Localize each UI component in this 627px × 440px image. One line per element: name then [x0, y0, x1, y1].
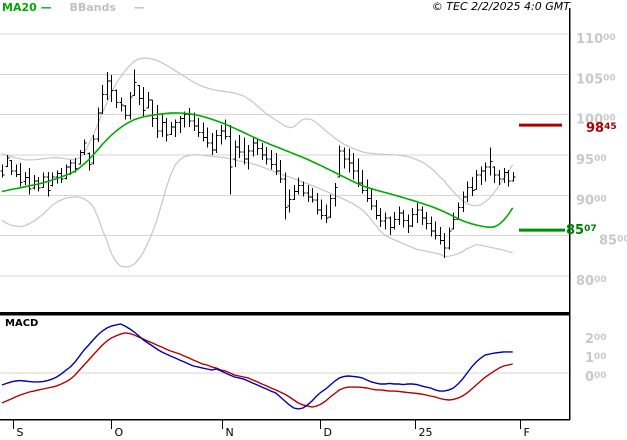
- price-axis-label: 9000: [576, 193, 607, 208]
- resistance-level-sup: 45: [604, 122, 617, 132]
- macd-signal-line: [1, 332, 513, 408]
- panel-separator: [0, 312, 570, 316]
- bbands-legend-label: BBands: [69, 1, 116, 14]
- resistance-level-label: 9845: [586, 119, 617, 137]
- x-axis-tick-label: S: [17, 426, 24, 439]
- macd-axis-label: 000: [585, 370, 607, 385]
- macd-axis-label: 200: [585, 332, 607, 347]
- ma20-legend-label: MA20: [2, 1, 37, 14]
- resistance-level-main: 98: [586, 121, 605, 136]
- bollinger-lower-band: [1, 154, 513, 268]
- x-axis-tick-label: O: [115, 426, 124, 439]
- ma20-legend-swatch: —: [40, 1, 52, 14]
- legend: MA20 — BBands —: [2, 1, 145, 14]
- x-axis-tick-label: 25: [419, 426, 433, 439]
- bollinger-upper-band: [1, 57, 514, 207]
- price-axis-label: 9500: [576, 153, 607, 168]
- price-axis-label: 8000: [576, 274, 607, 289]
- support-level-main: 85: [566, 223, 585, 238]
- bbands-legend-swatch: —: [133, 1, 145, 14]
- price-axis-label: 8500: [599, 234, 627, 249]
- copyright-timestamp: © TEC 2/2/2025 4:0 GMT: [431, 0, 570, 13]
- support-level-label: 8507: [566, 221, 597, 239]
- x-axis-tick-label: F: [524, 426, 530, 439]
- x-axis-tick-label: D: [324, 426, 332, 439]
- macd-panel-title: MACD: [5, 318, 39, 329]
- ma20-line: [1, 112, 514, 229]
- macd-line: [1, 323, 513, 410]
- price-axis-label: 11000: [576, 32, 616, 47]
- price-axis-label: 10500: [576, 72, 616, 87]
- support-level-sup: 07: [584, 224, 597, 234]
- x-axis-tick-label: N: [226, 426, 234, 439]
- ohlc-bars-layer: [0, 69, 516, 258]
- price-axis-label: 10000: [576, 113, 616, 128]
- macd-axis-label: 100: [585, 351, 607, 366]
